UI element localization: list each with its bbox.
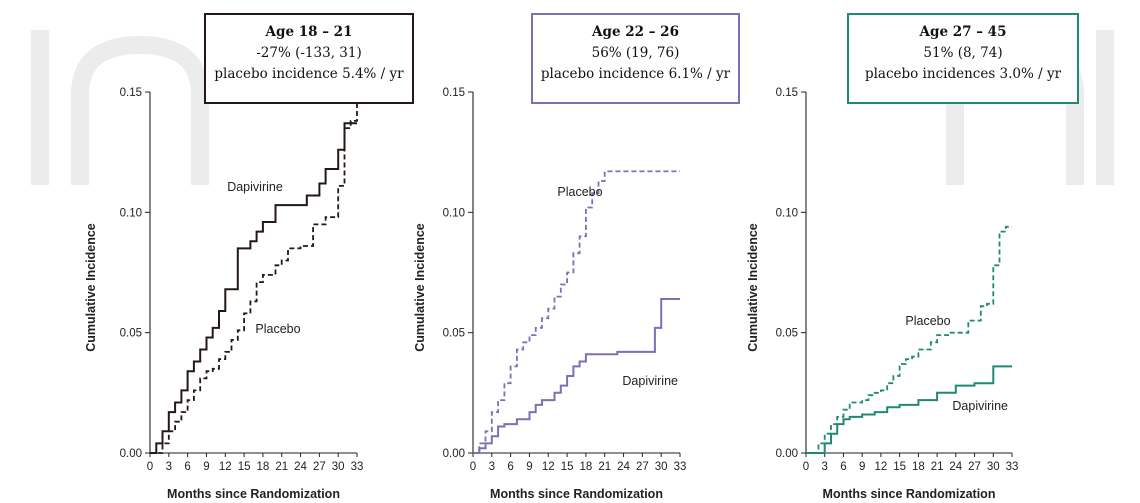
- x-axis-label: Months since Randomization: [490, 487, 663, 501]
- x-tick-label: 33: [1006, 461, 1019, 473]
- title-box: [847, 13, 1079, 104]
- x-tick-label: 30: [987, 461, 1000, 473]
- placebo-series-label: Placebo: [255, 322, 300, 336]
- y-axis-label: Cumulative Incidence: [413, 223, 427, 352]
- title-line-2: 51% (8, 74): [923, 45, 1002, 61]
- x-tick-label: 9: [526, 461, 532, 473]
- title-line-3: placebo incidence 6.1% / yr: [541, 66, 731, 82]
- placebo-curve: [150, 104, 358, 454]
- x-tick-label: 30: [332, 461, 345, 473]
- y-tick-label: 0.05: [443, 328, 465, 340]
- x-tick-label: 9: [859, 461, 865, 473]
- title-line-1: Age 22 – 26: [591, 24, 679, 40]
- x-tick-label: 21: [598, 461, 611, 473]
- x-tick-label: 27: [313, 461, 326, 473]
- dapivirine-curve: [806, 365, 1012, 454]
- title-box: [204, 13, 414, 104]
- y-tick-label: 0.00: [776, 448, 798, 460]
- x-tick-label: 18: [912, 461, 925, 473]
- y-tick-label: 0.00: [443, 448, 465, 460]
- x-tick-label: 0: [803, 461, 809, 473]
- x-tick-label: 3: [166, 461, 172, 473]
- x-tick-label: 27: [636, 461, 649, 473]
- x-axis-label: Months since Randomization: [823, 487, 996, 501]
- placebo-series-label: Placebo: [905, 314, 950, 328]
- dapivirine-series-label: Dapivirine: [952, 399, 1008, 413]
- title-line-1: Age 18 – 21: [265, 24, 353, 40]
- x-tick-label: 0: [147, 461, 153, 473]
- y-tick-label: 0.05: [776, 328, 798, 340]
- y-tick-label: 0.15: [120, 87, 142, 99]
- x-axis-label: Months since Randomization: [167, 487, 340, 501]
- title-line-2: 56% (19, 76): [592, 45, 680, 61]
- x-tick-label: 9: [203, 461, 209, 473]
- title-line-3: placebo incidences 3.0% / yr: [865, 66, 1062, 82]
- x-tick-label: 30: [655, 461, 668, 473]
- x-tick-label: 15: [238, 461, 251, 473]
- x-tick-label: 15: [561, 461, 574, 473]
- panel-1: 0.00 0.05 0.10 0.15 0 3 6 9 12 15 18 21 24 27 30 33 Mont…: [84, 13, 414, 501]
- title-line-2: -27% (-133, 31): [256, 45, 361, 61]
- y-axis-label: Cumulative Incidence: [84, 223, 98, 352]
- x-tick-label: 15: [893, 461, 906, 473]
- x-tick-label: 21: [931, 461, 944, 473]
- placebo-curve: [806, 225, 1012, 454]
- y-tick-label: 0.10: [443, 207, 465, 219]
- panel-3: 0.00 0.05 0.10 0.15 0 3 6 9 12 15 18 21 24 27 30 33 Mont…: [746, 13, 1079, 501]
- x-tick-label: 24: [294, 461, 307, 473]
- x-tick-label: 18: [580, 461, 593, 473]
- x-tick-label: 33: [674, 461, 687, 473]
- x-tick-label: 12: [542, 461, 555, 473]
- x-tick-label: 12: [219, 461, 232, 473]
- x-tick-label: 27: [968, 461, 981, 473]
- y-tick-label: 0.15: [443, 87, 465, 99]
- y-tick-label: 0.10: [776, 207, 798, 219]
- x-tick-label: 6: [840, 461, 846, 473]
- y-tick-label: 0.05: [120, 328, 142, 340]
- x-tick-label: 6: [507, 461, 513, 473]
- x-tick-label: 33: [351, 461, 364, 473]
- dapivirine-curve: [150, 122, 357, 454]
- y-tick-label: 0.00: [120, 448, 142, 460]
- title-box: [531, 13, 740, 104]
- panels: 0.000.050.100.150 3 6 9 12 15 18 21 24 27 30 33Mont…: [84, 13, 1079, 501]
- placebo-series-label: Placebo: [557, 185, 602, 199]
- x-tick-label: 21: [275, 461, 288, 473]
- x-tick-label: 6: [184, 461, 190, 473]
- panel-2: 0.00 0.05 0.10 0.15 0 3 6 9 12 15 18 21 24 27 30 33 Mont…: [413, 13, 740, 501]
- x-tick-label: 3: [489, 461, 495, 473]
- dapivirine-curve: [473, 298, 680, 454]
- title-line-3: placebo incidence 5.4% / yr: [214, 66, 404, 82]
- dapivirine-series-label: Dapivirine: [622, 374, 678, 388]
- x-tick-label: 24: [949, 461, 962, 473]
- y-tick-label: 0.10: [120, 207, 142, 219]
- x-tick-label: 3: [822, 461, 828, 473]
- title-line-1: Age 27 – 45: [919, 24, 1007, 40]
- dapivirine-series-label: Dapivirine: [227, 180, 283, 194]
- y-axis-label: Cumulative Incidence: [746, 223, 760, 352]
- x-tick-label: 12: [875, 461, 888, 473]
- y-tick-label: 0.15: [776, 87, 798, 99]
- x-tick-label: 0: [470, 461, 476, 473]
- placebo-curve: [473, 170, 680, 454]
- x-tick-label: 24: [617, 461, 630, 473]
- x-tick-label: 18: [257, 461, 270, 473]
